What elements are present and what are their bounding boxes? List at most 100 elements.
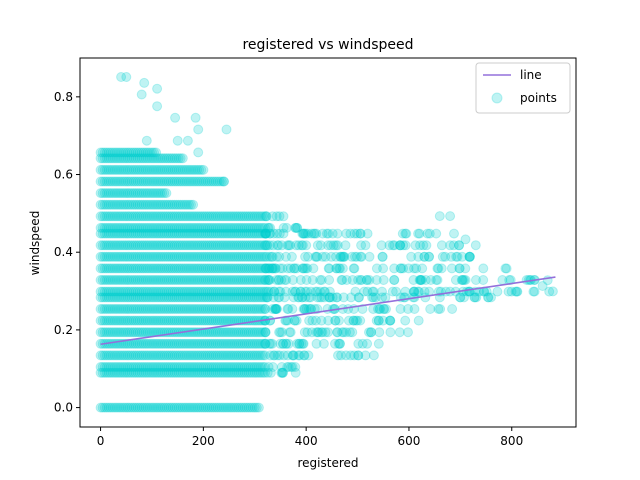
data-point <box>138 327 149 338</box>
data-point <box>200 251 211 262</box>
data-point <box>331 251 341 262</box>
data-point <box>184 315 194 326</box>
data-point <box>95 153 106 164</box>
data-point <box>374 304 385 314</box>
data-point <box>331 263 342 274</box>
data-point <box>247 228 258 239</box>
data-point <box>165 251 176 262</box>
data-point <box>260 304 271 314</box>
data-point <box>282 362 293 372</box>
data-point <box>237 350 248 361</box>
data-point <box>239 211 250 222</box>
data-point <box>278 222 289 233</box>
data-point <box>223 402 233 413</box>
data-point <box>149 362 159 372</box>
data-point <box>95 222 106 233</box>
data-point <box>225 362 236 372</box>
data-point <box>214 286 225 297</box>
data-point <box>171 286 182 297</box>
data-point <box>99 362 110 372</box>
data-point <box>253 367 264 378</box>
data-point <box>151 350 162 361</box>
data-point <box>99 164 110 175</box>
data-point <box>194 367 205 378</box>
data-point <box>120 263 131 274</box>
data-point <box>198 240 209 251</box>
data-point <box>188 402 199 413</box>
data-point <box>147 188 157 199</box>
data-point <box>241 350 252 361</box>
data-point <box>107 188 118 199</box>
data-point <box>179 286 190 297</box>
data-point <box>151 164 162 175</box>
data-point <box>218 211 229 222</box>
data-point <box>221 292 231 303</box>
data-point <box>241 402 252 413</box>
data-point <box>165 211 176 222</box>
data-point <box>163 275 174 285</box>
data-point <box>221 240 231 251</box>
data-point <box>114 327 125 338</box>
data-point <box>245 362 256 372</box>
data-point <box>202 292 213 303</box>
data-point <box>157 362 168 372</box>
data-point <box>153 362 164 372</box>
data-point <box>112 153 122 164</box>
data-point <box>101 362 112 372</box>
data-point <box>184 240 194 251</box>
data-point <box>155 176 166 187</box>
data-point <box>239 402 250 413</box>
data-point <box>128 240 139 251</box>
data-point <box>544 286 555 297</box>
data-point <box>425 275 436 285</box>
data-point <box>194 350 205 361</box>
data-point <box>415 240 425 251</box>
data-point <box>186 338 196 349</box>
data-point <box>210 367 221 378</box>
data-point <box>122 338 133 349</box>
data-point <box>247 338 258 349</box>
data-point <box>157 240 168 251</box>
data-point <box>116 362 127 372</box>
data-point <box>124 153 135 164</box>
data-point <box>214 211 225 222</box>
data-point <box>157 304 168 314</box>
data-point <box>511 286 522 297</box>
data-point <box>190 367 201 378</box>
data-point <box>312 327 323 338</box>
data-point <box>470 240 481 251</box>
data-point <box>163 350 174 361</box>
data-point <box>310 251 321 262</box>
data-point <box>161 275 172 285</box>
data-point <box>308 228 319 239</box>
data-point <box>264 228 275 239</box>
data-point <box>395 240 406 251</box>
data-point <box>227 263 238 274</box>
data-point <box>177 367 188 378</box>
data-point <box>261 240 272 251</box>
data-point <box>107 228 118 239</box>
data-point <box>262 275 273 285</box>
data-point <box>409 263 419 274</box>
data-point <box>198 292 209 303</box>
data-point <box>225 251 236 262</box>
data-point <box>163 240 174 251</box>
data-point <box>101 292 112 303</box>
data-point <box>355 251 366 262</box>
data-point <box>138 275 149 285</box>
data-point <box>231 263 242 274</box>
data-point <box>175 286 186 297</box>
data-point <box>184 367 194 378</box>
data-point <box>277 367 288 378</box>
data-point <box>221 304 231 314</box>
data-point <box>147 153 157 164</box>
data-point <box>128 153 139 164</box>
data-point <box>95 327 106 338</box>
data-point <box>110 188 120 199</box>
data-point <box>167 338 178 349</box>
data-point <box>241 367 252 378</box>
data-point <box>212 362 223 372</box>
data-point <box>260 240 271 251</box>
data-point <box>179 304 190 314</box>
data-point <box>216 350 227 361</box>
